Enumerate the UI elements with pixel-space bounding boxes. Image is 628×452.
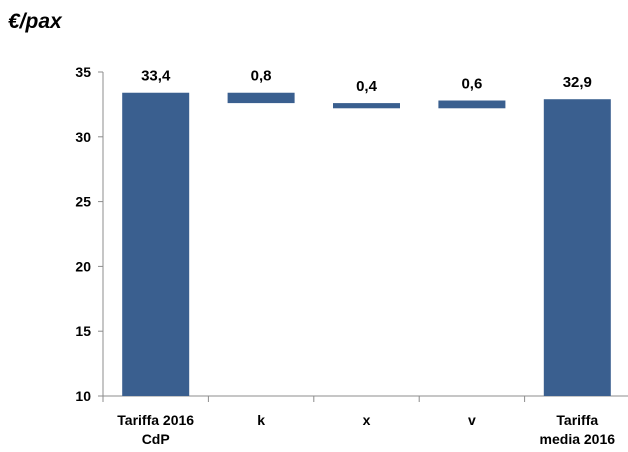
bar xyxy=(333,103,400,109)
category-label: k xyxy=(257,412,265,428)
data-label: 33,4 xyxy=(141,68,171,85)
data-label: 32,9 xyxy=(563,74,592,91)
y-tick-label: 25 xyxy=(75,194,91,210)
data-label: 0,4 xyxy=(356,78,378,95)
data-labels: 33,4 0,8 0,4 0,6 32,9 xyxy=(141,68,592,95)
y-tick-label: 10 xyxy=(75,388,91,404)
y-tick-label: 35 xyxy=(75,64,91,80)
y-ticks: 10 15 20 25 30 35 xyxy=(75,64,103,404)
bar xyxy=(543,99,611,396)
category-label: x xyxy=(363,412,371,428)
y-axis-unit-label: €/pax xyxy=(8,10,62,33)
data-label: 0,8 xyxy=(251,68,272,85)
category-label: CdP xyxy=(142,431,170,447)
category-label: v xyxy=(468,412,476,428)
category-label: Tariffa 2016 xyxy=(117,412,194,428)
bar xyxy=(438,100,506,109)
axes xyxy=(102,72,628,402)
bars xyxy=(122,92,611,397)
bar xyxy=(227,92,295,104)
category-labels: Tariffa 2016 CdP k x v Tariffa media 2016 xyxy=(117,412,615,447)
y-tick-label: 30 xyxy=(75,129,91,145)
y-tick-label: 20 xyxy=(75,258,91,274)
category-label: Tariffa xyxy=(556,412,598,428)
bar xyxy=(122,92,190,397)
y-tick-label: 15 xyxy=(75,323,91,339)
data-label: 0,6 xyxy=(461,76,482,93)
category-label: media 2016 xyxy=(540,431,616,447)
